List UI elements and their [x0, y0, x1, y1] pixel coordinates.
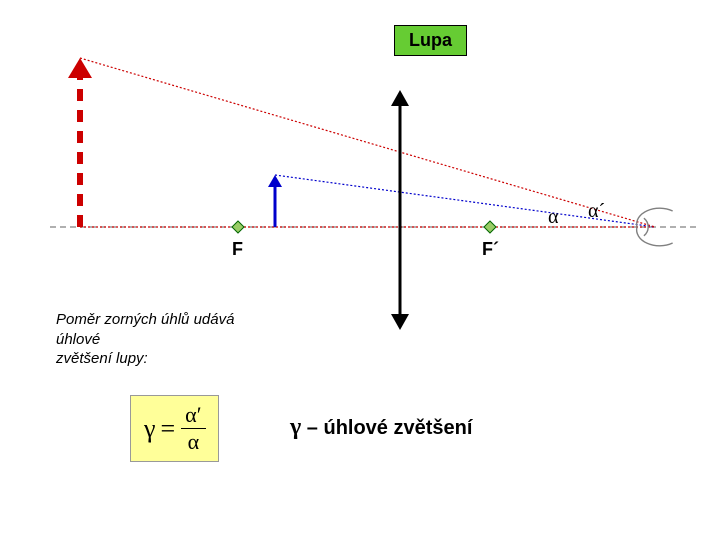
lens-arrow-bottom: [391, 314, 409, 330]
caption-line1: Poměr zorných úhlů udává: [56, 311, 234, 328]
caption-text: Poměr zorných úhlů udává úhlové zvětšení…: [56, 310, 234, 369]
diagram-canvas: [0, 0, 720, 540]
formula-box: γ = α′ α: [130, 395, 219, 462]
object-arrow-head: [268, 175, 282, 187]
lens-arrow-top: [391, 90, 409, 106]
gamma-definition-label: γ – úhlové zvětšení: [290, 414, 472, 441]
title-text: Lupa: [409, 30, 452, 50]
title-label: Lupa: [394, 25, 467, 56]
focal-label-F: F: [232, 239, 243, 260]
ray-red-top: [80, 58, 655, 227]
formula-gamma: γ: [144, 414, 156, 443]
gamma-definition-text: – úhlové zvětšení: [301, 417, 472, 439]
formula-numerator: α′: [185, 402, 201, 427]
caption-line2: úhlové: [56, 331, 100, 348]
angle-alpha-label: α: [548, 206, 558, 229]
formula-denominator: α: [188, 429, 200, 454]
focal-point-F: [232, 221, 244, 233]
gamma-symbol: γ: [290, 414, 301, 440]
caption-line3: zvětšení lupy:: [56, 350, 148, 367]
focal-point-F-prime: [484, 221, 496, 233]
formula-equals: =: [161, 414, 176, 443]
angle-alpha-prime-label: α´: [588, 200, 605, 223]
focal-label-F-prime: F´: [482, 239, 499, 260]
